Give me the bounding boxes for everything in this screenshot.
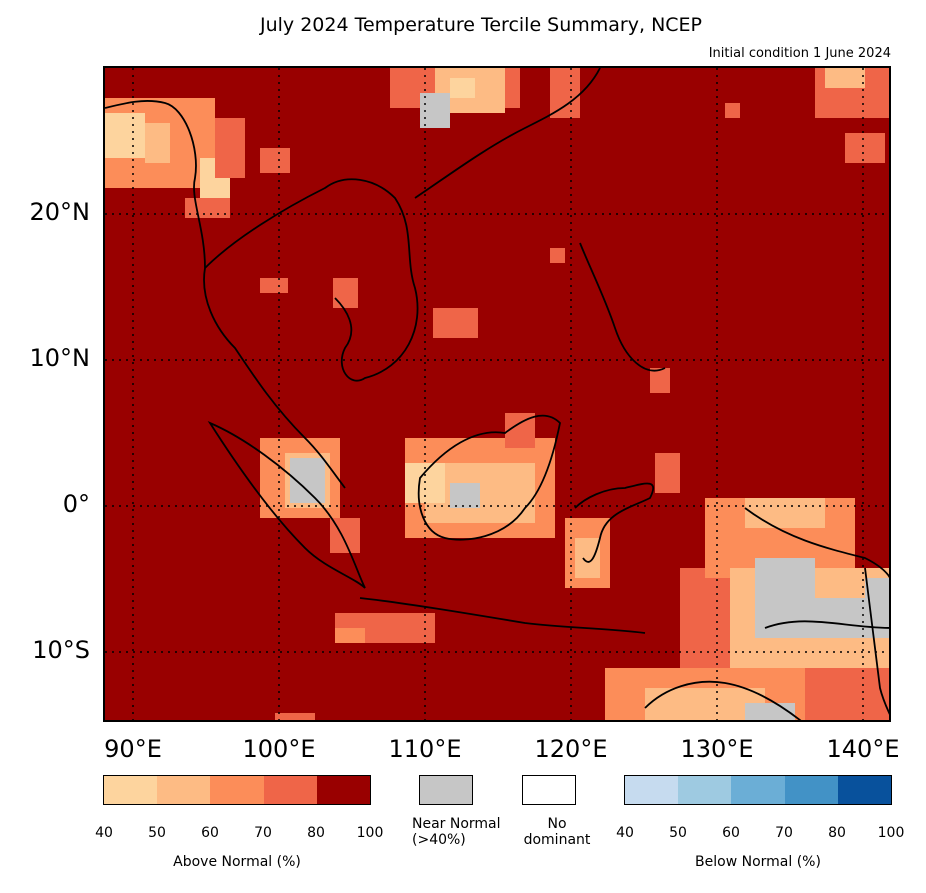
below-seg-4 — [784, 776, 838, 804]
below-normal-colorbar — [624, 775, 892, 805]
lon-label-100e: 100°E — [242, 735, 316, 763]
lon-label-110e: 110°E — [388, 735, 462, 763]
below-tick-50: 50 — [669, 825, 687, 841]
lon-label-130e: 130°E — [680, 735, 754, 763]
lat-label-10n: 10°N — [29, 344, 91, 372]
lon-label-90e: 90°E — [104, 735, 162, 763]
below-tick-40: 40 — [616, 825, 634, 841]
map-panel — [103, 66, 891, 722]
below-normal-label: Below Normal (%) — [695, 854, 821, 870]
above-tick-100: 100 — [356, 825, 384, 841]
below-tick-60: 60 — [722, 825, 740, 841]
near-normal-label: Near Normal (>40%) — [412, 816, 501, 848]
above-normal-patches — [105, 68, 889, 720]
chart-title: July 2024 Temperature Tercile Summary, N… — [259, 14, 703, 36]
above-tick-70: 70 — [254, 825, 272, 841]
map-svg — [105, 68, 889, 720]
above-seg-4 — [263, 776, 317, 804]
lat-label-20n: 20°N — [29, 198, 91, 226]
below-seg-3 — [731, 776, 785, 804]
no-dominant-label: No dominant — [523, 816, 591, 848]
coastlines — [105, 68, 889, 720]
above-seg-3 — [210, 776, 264, 804]
below-seg-5 — [837, 776, 892, 804]
above-tick-60: 60 — [201, 825, 219, 841]
lon-label-140e: 140°E — [826, 735, 900, 763]
lon-label-120e: 120°E — [534, 735, 608, 763]
gridlines — [105, 68, 889, 720]
above-tick-40: 40 — [95, 825, 113, 841]
near-normal-box — [419, 775, 473, 805]
above-normal-colorbar — [103, 775, 371, 805]
lat-label-10s: 10°S — [32, 636, 90, 664]
no-dominant-box — [522, 775, 576, 805]
below-tick-80: 80 — [828, 825, 846, 841]
above-seg-2 — [157, 776, 211, 804]
below-seg-2 — [678, 776, 732, 804]
below-tick-100: 100 — [877, 825, 905, 841]
above-seg-5 — [316, 776, 371, 804]
below-seg-1 — [625, 776, 679, 804]
lat-label-0: 0° — [62, 490, 90, 518]
below-tick-70: 70 — [775, 825, 793, 841]
chart-subtitle: Initial condition 1 June 2024 — [708, 46, 891, 61]
above-tick-80: 80 — [307, 825, 325, 841]
above-seg-1 — [104, 776, 158, 804]
above-normal-label: Above Normal (%) — [173, 854, 301, 870]
above-tick-50: 50 — [148, 825, 166, 841]
